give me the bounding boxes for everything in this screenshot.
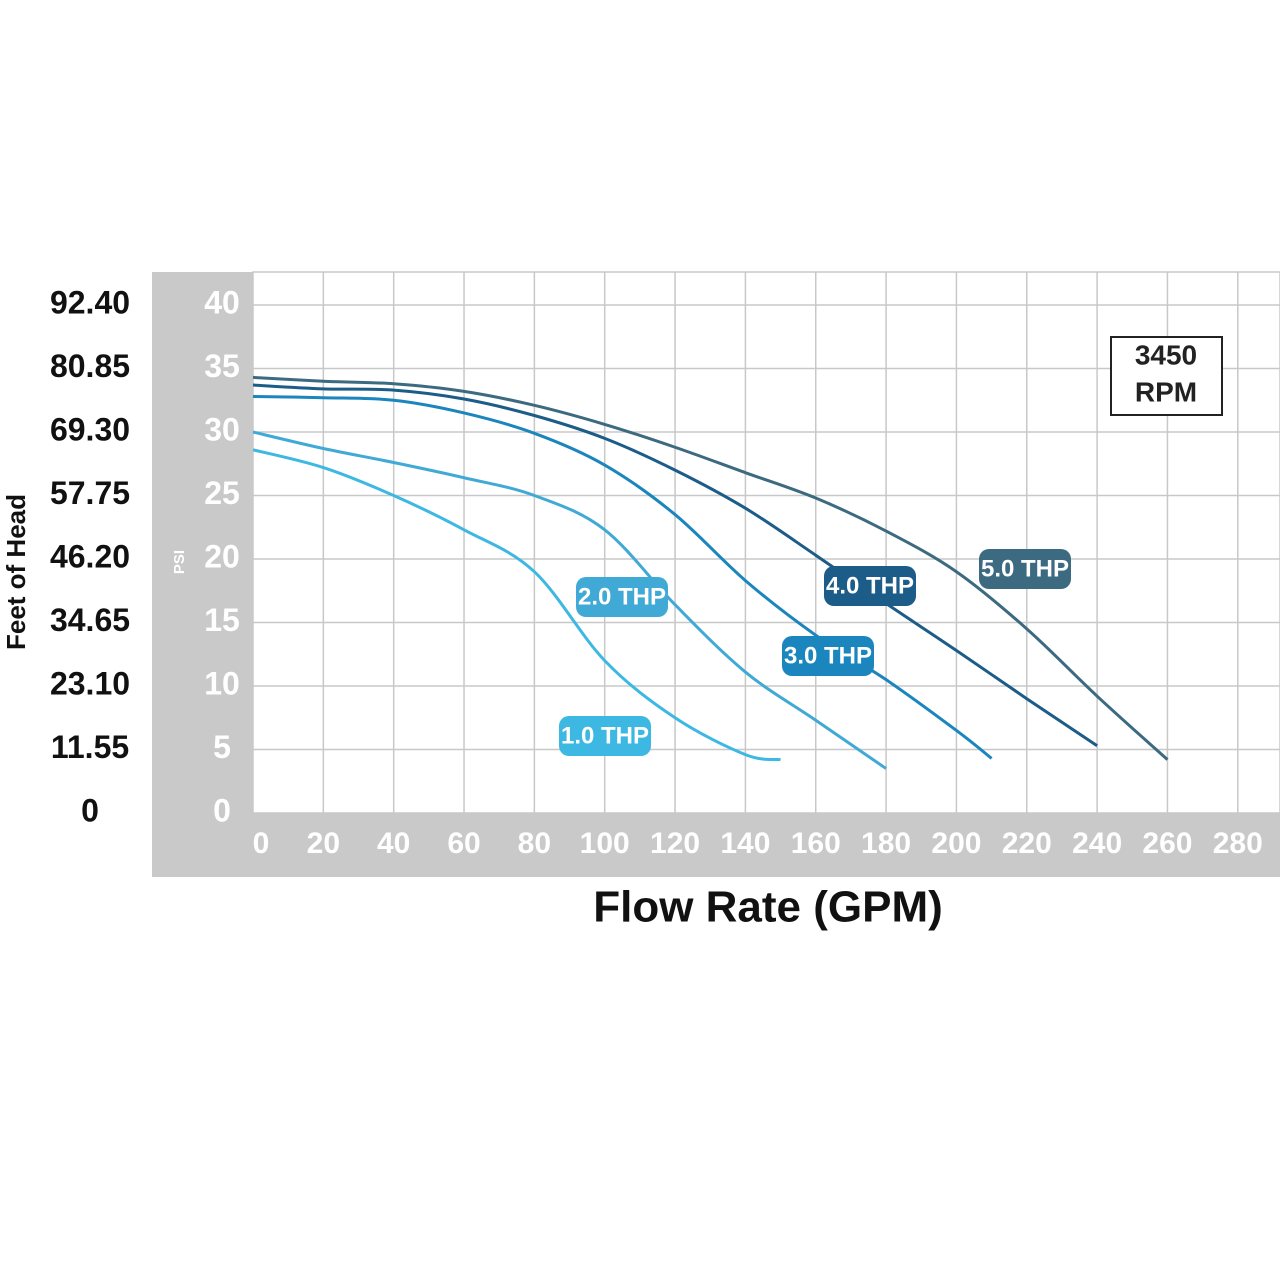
y2-tick-label: 23.10 [50,665,130,701]
y-tick-label: 0 [213,792,231,828]
labels: 1.0 THP 2.0 THP 3.0 THP 4.0 THP 5.0 THP [559,549,1071,756]
y2-tick-label: 92.40 [50,284,130,320]
series-line [252,394,993,760]
y-tick-label: 40 [204,284,240,320]
y2-tick-label: 34.65 [50,602,130,638]
x-axis-band [152,813,1280,877]
series-label-pill [576,577,668,617]
y2-tick-label: 46.20 [50,538,130,574]
plot-frame [252,271,1280,814]
x-tick-label: 40 [377,827,410,860]
series-label: 3.0 THP [784,642,872,669]
x-tick-label: 160 [791,827,841,860]
lines [252,375,1169,770]
y-tick-label: 20 [204,538,240,574]
annotation-line: RPM [1135,376,1197,407]
y-tick-label: 10 [204,665,240,701]
y2-tick-label: 57.75 [50,475,130,511]
y2-tick-label: 0 [81,792,99,828]
y-axis-band [152,272,253,877]
y-axis-label: PSI [171,550,188,574]
x-tick-label: 100 [580,827,630,860]
x-tick-label: 20 [307,827,340,860]
x-tick-label: 180 [861,827,911,860]
x-tick-label: 120 [650,827,700,860]
y-tick-label: 35 [204,348,240,384]
series-label-pill [979,549,1071,589]
y-tick-label: 25 [204,475,240,511]
y2-tick-label: 11.55 [51,729,129,765]
series-label-pill [559,716,651,756]
x-tick-label: 0 [253,827,270,860]
x-tick-label: 280 [1213,827,1263,860]
x-tick-label: 140 [720,827,770,860]
x-axis-label: Flow Rate (GPM) [593,883,943,932]
series-line [252,448,781,762]
x-tick-label: 80 [518,827,551,860]
series-label-pill [824,566,916,606]
series-line [252,383,1098,747]
series-label: 2.0 THP [578,583,666,610]
y2-tick-label: 80.85 [50,348,130,384]
series-line [252,375,1169,761]
y2-tick-label: 69.30 [50,411,130,447]
x-tick-label: 200 [931,827,981,860]
x-tick-label: 240 [1072,827,1122,860]
y-tick-label: 30 [204,411,240,447]
y-tick-label: 5 [213,729,231,765]
y2-axis-label: Feet of Head [1,494,31,650]
y-tick-label: 15 [204,602,240,638]
annotation-box [1110,336,1223,416]
x-tick-label: 60 [447,827,480,860]
x-tick-label: 220 [1002,827,1052,860]
series-line [252,430,887,770]
grid [253,272,1280,813]
series-label-pill [782,636,874,676]
x-tick-label: 260 [1142,827,1192,860]
series-label: 4.0 THP [826,572,914,599]
series-label: 5.0 THP [981,555,1069,582]
series-label: 1.0 THP [561,722,649,749]
annotation-line: 3450 [1135,339,1197,370]
